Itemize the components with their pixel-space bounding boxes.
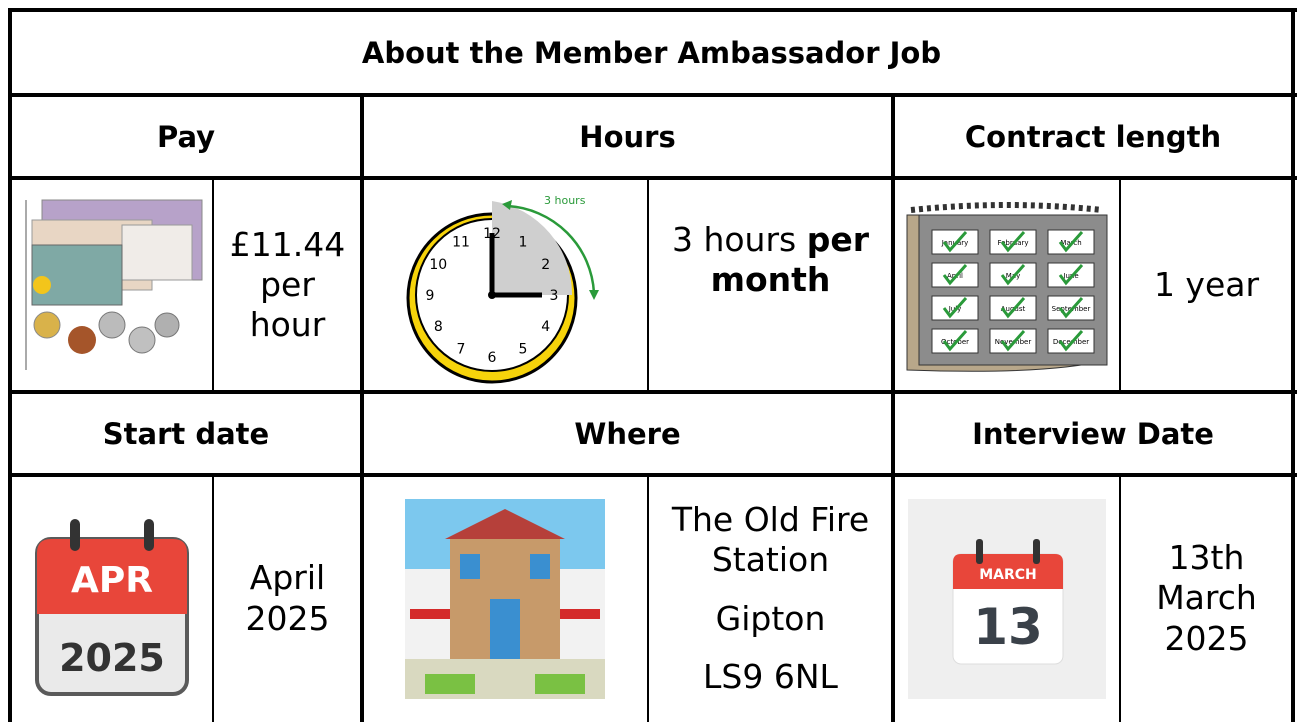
tick	[1058, 330, 1083, 352]
month-box	[1047, 262, 1094, 288]
icon-year: 2025	[59, 636, 165, 680]
border	[891, 93, 895, 722]
interview-text: 13th March 2025	[1120, 475, 1293, 722]
heading: Interview Date	[972, 416, 1214, 451]
text-line: 2025	[245, 598, 330, 638]
border	[8, 390, 1297, 394]
tick	[942, 330, 967, 352]
clock-number: 9	[426, 288, 435, 304]
text-line: Gipton	[715, 598, 826, 638]
month-box	[1047, 328, 1094, 354]
border	[8, 93, 1297, 97]
hours-text: 3 hours per month	[648, 178, 893, 392]
month-box	[989, 295, 1036, 321]
text-line: March	[1156, 578, 1257, 618]
month-box	[931, 262, 978, 288]
border	[212, 475, 214, 722]
month-box	[989, 328, 1036, 354]
contract-text: 1 year	[1153, 264, 1260, 304]
icon-label: 3 hours	[544, 194, 586, 207]
icon-month: MARCH	[979, 567, 1037, 583]
month-box	[989, 262, 1036, 288]
tick	[942, 297, 967, 319]
tick	[1058, 231, 1083, 253]
tick	[1058, 297, 1083, 319]
text-line: The Old Fire Station	[671, 500, 870, 580]
tick	[942, 264, 967, 286]
text-line: April	[249, 558, 326, 598]
start-text: April 2025	[213, 475, 362, 722]
clock-number: 5	[519, 342, 528, 358]
border	[1291, 8, 1295, 722]
heading: Hours	[579, 119, 676, 154]
clock-number: 2	[541, 257, 550, 273]
border	[1119, 475, 1121, 722]
border	[8, 473, 1297, 477]
heading: Pay	[156, 119, 216, 154]
clock-icon: 3 hours 12 1 2 3 4 5 6 7 8 9 10 11	[362, 178, 648, 392]
border	[212, 178, 214, 392]
tick	[1058, 264, 1083, 286]
money-icon	[10, 178, 213, 392]
start-icon: APR 2025	[10, 475, 213, 722]
title: About the Member Ambassador Job	[361, 35, 942, 70]
text-line: £11.44	[229, 224, 346, 264]
icon-month: APR	[71, 560, 153, 601]
clock-number: 4	[541, 319, 550, 335]
clock-number: 11	[452, 234, 470, 250]
tick	[1000, 330, 1025, 352]
border	[360, 93, 364, 722]
clock-number: 1	[519, 234, 528, 250]
text: 3 hours	[671, 220, 797, 259]
month-box	[931, 295, 978, 321]
tick	[1000, 297, 1025, 319]
clock-number: 6	[488, 350, 497, 366]
tick	[942, 231, 967, 253]
clock-number: 8	[434, 319, 443, 335]
calendar-icon: January February March April May June July Augu…	[893, 178, 1120, 392]
text-line: LS9 6NL	[703, 656, 838, 696]
text-line: per	[260, 264, 315, 304]
month-box	[931, 328, 978, 354]
border	[8, 8, 1297, 12]
building-icon	[362, 475, 648, 722]
month-box	[1047, 295, 1094, 321]
clock-number: 12	[483, 226, 501, 242]
border	[647, 178, 649, 392]
money-illustration	[25, 199, 202, 370]
text-line: 2025	[1164, 618, 1249, 658]
clock-number: 10	[429, 257, 447, 273]
text-line: hour	[249, 305, 326, 345]
heading: Contract length	[964, 119, 1222, 154]
border	[647, 475, 649, 722]
building-illustration	[405, 498, 605, 699]
march-calendar: MARCH 13	[907, 498, 1106, 699]
tick	[1000, 264, 1025, 286]
text-line: 13th	[1168, 538, 1245, 578]
month-box	[989, 229, 1036, 255]
where-text: The Old Fire Station Gipton LS9 6NL	[648, 475, 893, 722]
tick	[1000, 231, 1025, 253]
pay-text: £11.44 per hour	[213, 178, 362, 392]
border	[8, 8, 12, 722]
clock-number: 7	[457, 342, 466, 358]
month-box	[1047, 229, 1094, 255]
interview-icon: MARCH 13	[893, 475, 1120, 722]
month-box	[931, 229, 978, 255]
border	[8, 176, 1297, 180]
border	[1119, 178, 1121, 392]
bold-text: per month	[710, 220, 870, 300]
heading: Start date	[102, 416, 270, 451]
clock-number: 3	[550, 288, 559, 304]
icon-day: 13	[973, 598, 1043, 656]
apr-calendar: APR 2025	[34, 518, 189, 696]
heading: Where	[574, 416, 681, 451]
